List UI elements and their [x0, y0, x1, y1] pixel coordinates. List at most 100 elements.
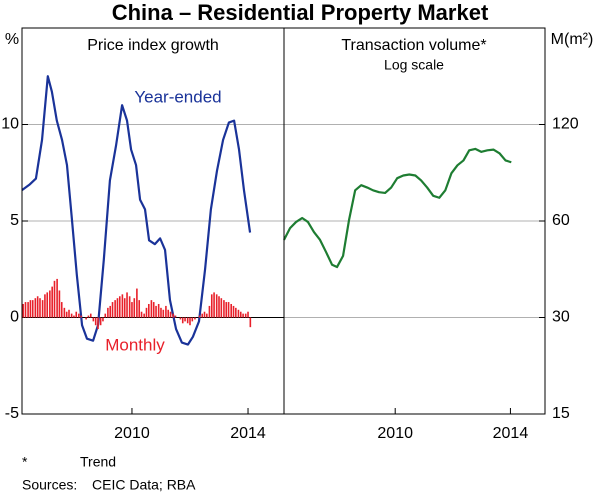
bar	[60, 302, 63, 318]
y2-tick-label: 15	[552, 405, 570, 422]
bar	[244, 313, 247, 318]
bar	[179, 317, 182, 320]
bar	[249, 317, 252, 328]
bar	[160, 307, 162, 318]
y2-axis-label: M(m²)	[551, 31, 594, 48]
sources: CEIC Data; RBA	[92, 477, 196, 493]
bar	[36, 296, 39, 318]
y2-tick-label: 120	[552, 116, 579, 133]
bar	[227, 302, 230, 318]
bar	[143, 313, 145, 318]
plots: -5 0 5 10 2010 2014 15 30 60 120 2010 2014 Year-ende…	[1, 75, 579, 442]
bar	[147, 303, 150, 318]
bar	[118, 296, 121, 318]
bar	[181, 317, 184, 324]
bar	[167, 309, 170, 318]
bar	[116, 298, 119, 318]
bar	[109, 305, 112, 318]
bar	[232, 305, 235, 318]
bar	[203, 311, 206, 318]
bar	[92, 317, 95, 322]
bar	[174, 315, 177, 318]
series-label: Year-ended	[134, 87, 221, 106]
y2-tick-label: 60	[552, 212, 570, 229]
bar	[123, 298, 126, 318]
bar	[111, 302, 114, 318]
bar	[49, 290, 51, 318]
bar	[239, 311, 242, 318]
bar	[140, 311, 143, 318]
chart-title: China – Residential Property Market	[112, 0, 489, 25]
bar	[102, 317, 104, 322]
bar	[73, 315, 75, 318]
bar	[87, 315, 90, 318]
bar	[89, 313, 92, 318]
y-tick-label: 0	[10, 309, 19, 326]
bar	[46, 292, 49, 318]
bar	[41, 300, 44, 318]
bar	[247, 311, 249, 318]
bar	[24, 302, 27, 318]
bar	[186, 317, 189, 324]
bar	[237, 309, 240, 318]
bar	[189, 317, 191, 326]
y-tick-label: 5	[10, 212, 19, 229]
bar	[206, 313, 208, 318]
bar	[220, 298, 223, 318]
bar	[165, 305, 167, 318]
bar	[53, 280, 56, 318]
bar	[131, 302, 133, 318]
bar	[213, 292, 215, 318]
bar	[194, 317, 196, 320]
bar	[29, 300, 32, 318]
bar	[80, 315, 82, 318]
bar	[218, 296, 220, 318]
bar	[136, 288, 138, 318]
bar	[145, 307, 148, 318]
bar	[65, 311, 68, 318]
bar	[215, 294, 218, 318]
bar	[27, 302, 29, 318]
bar	[56, 278, 58, 318]
bar	[198, 315, 201, 318]
bar	[155, 305, 157, 318]
line	[283, 147, 512, 269]
line	[21, 75, 252, 346]
bar	[44, 294, 46, 318]
x-tick-label: 2014	[230, 425, 266, 442]
bar	[235, 307, 237, 318]
x-tick-label: 2014	[493, 425, 529, 442]
bar	[94, 317, 97, 326]
bar	[58, 290, 61, 318]
bar	[157, 303, 160, 318]
bar	[191, 317, 194, 322]
bar	[152, 302, 155, 318]
bar	[210, 294, 213, 318]
bar	[85, 317, 87, 320]
series-label: Monthly	[105, 335, 165, 354]
bar	[75, 311, 78, 318]
bar	[68, 309, 70, 318]
bar	[172, 313, 174, 318]
bar	[34, 298, 37, 318]
bar	[201, 313, 203, 318]
footnote-marker: *	[22, 454, 28, 470]
bar	[138, 300, 141, 318]
x-tick-label: 2010	[114, 425, 150, 442]
y-tick-label: -5	[5, 405, 19, 422]
bar	[31, 300, 34, 318]
bar	[150, 300, 153, 318]
y2-tick-label: 30	[552, 309, 570, 326]
bar	[169, 311, 172, 318]
bar	[242, 313, 244, 318]
bar	[78, 313, 80, 318]
bar	[22, 303, 24, 318]
bar	[223, 300, 225, 318]
panel-title: Price index growth	[87, 37, 219, 54]
bar	[51, 286, 53, 318]
bar	[39, 298, 41, 318]
bar	[184, 317, 186, 322]
bar	[121, 294, 124, 318]
y-tick-label: 10	[1, 116, 19, 133]
bar	[133, 298, 136, 318]
